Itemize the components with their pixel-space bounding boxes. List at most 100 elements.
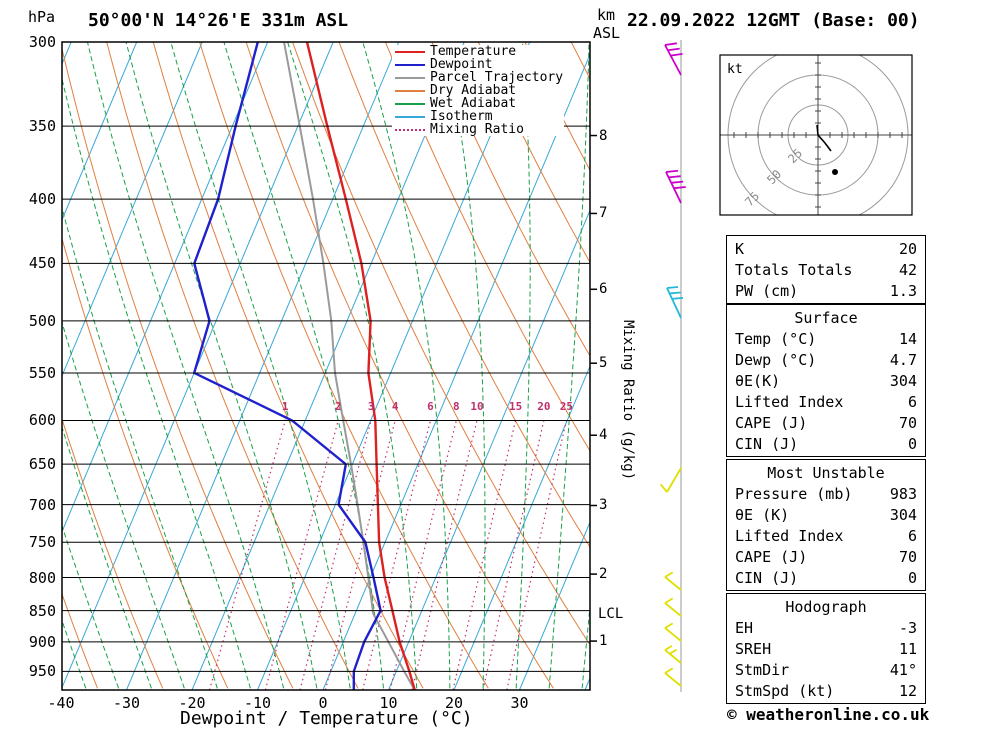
legend-item: Parcel Trajectory <box>392 71 564 84</box>
wet-adiabat-line <box>444 42 486 689</box>
metric-value: 70 <box>898 414 917 432</box>
temperature-tick-label: 0 <box>318 694 328 712</box>
mixing-ratio-value-label: 8 <box>453 400 460 413</box>
metric-label: Pressure (mb) <box>735 485 853 503</box>
table-row: CAPE (J) 70 <box>727 547 925 568</box>
metric-value: 4.7 <box>889 351 917 369</box>
legend-swatch <box>395 128 425 131</box>
metric-label: StmSpd (kt) <box>735 682 835 700</box>
dry-adiabat-line <box>62 592 98 689</box>
metric-value: 304 <box>889 506 917 524</box>
wet-adiabat-line <box>548 42 590 689</box>
table-row: Temp (°C) 14 <box>727 329 925 350</box>
hodograph-frame <box>719 54 913 216</box>
isotherm-line <box>126 42 400 690</box>
legend-label: Isotherm <box>430 109 493 124</box>
isotherm-line <box>257 42 531 690</box>
pressure-tick-label: 700 <box>28 495 56 514</box>
parcel-trajectory-line <box>283 42 416 690</box>
km-tick-label: 2 <box>599 566 608 583</box>
metric-value: 14 <box>898 330 917 348</box>
legend-item: Dewpoint <box>392 58 564 71</box>
wind-barb <box>665 171 682 204</box>
metric-value: 20 <box>898 240 917 258</box>
pressure-tick-label: 300 <box>28 33 56 51</box>
wet-adiabat-line <box>87 42 285 689</box>
mixing-ratio-value-label: 4 <box>391 400 399 413</box>
km-tick-label: 8 <box>599 127 608 144</box>
mixing-ratio-line <box>411 419 478 690</box>
wet-adiabat-line <box>515 42 531 689</box>
wind-barb <box>664 602 682 617</box>
wind-barb <box>666 287 682 319</box>
legend-swatch <box>395 89 425 92</box>
mixing-ratio-value-label: 15 <box>508 400 523 413</box>
temperature-profile-line <box>305 42 416 690</box>
storm-motion-dot <box>832 169 838 175</box>
metric-value: 41° <box>889 661 917 679</box>
wet-adiabat-line <box>170 42 351 689</box>
isotherm-line <box>519 520 590 690</box>
pressure-tick-label: 500 <box>28 311 56 330</box>
mixing-ratio-value-label: 2 <box>334 400 342 413</box>
wet-adiabat-line <box>62 425 152 689</box>
table-section-header: Hodograph <box>785 598 867 616</box>
isotherm-line <box>322 53 590 690</box>
wind-barb-feather <box>669 648 677 655</box>
pressure-tick-label: 550 <box>28 363 56 382</box>
km-tick-label: 3 <box>599 497 608 514</box>
asl-axis-unit-label: ASL <box>593 24 621 42</box>
legend: Temperature Dewpoint Parcel Trajectory Dry … <box>392 45 564 136</box>
wet-adiabat-line <box>287 42 418 689</box>
table-row: K 20 <box>727 239 925 260</box>
isotherm-line <box>453 364 590 690</box>
table-row: Pressure (mb) 983 <box>727 484 925 505</box>
wind-barb-feather <box>664 622 674 629</box>
legend-item: Wet Adiabat <box>392 97 564 110</box>
dry-adiabat-line <box>384 42 590 452</box>
pressure-tick-label: 850 <box>28 601 56 620</box>
wind-barb-feather <box>664 667 674 674</box>
hodograph-unit-label: kt <box>727 62 743 77</box>
x-axis-label: Dewpoint / Temperature (°C) <box>180 708 473 729</box>
dry-adiabat-line <box>62 417 164 689</box>
temperature-tick-label: 10 <box>379 694 398 712</box>
legend-swatch <box>395 115 425 118</box>
plot-frame <box>61 41 591 691</box>
metric-label: θE(K) <box>735 372 781 390</box>
datetime-title: 22.09.2022 12GMT (Base: 00) <box>627 10 920 31</box>
mixing-ratio-line <box>506 419 568 690</box>
metric-value: 304 <box>889 372 917 390</box>
km-tick-label: 6 <box>599 281 608 298</box>
pressure-tick-label: 600 <box>28 411 56 430</box>
mixing-ratio-line <box>362 419 432 690</box>
km-tick-label: 1 <box>599 633 608 650</box>
table-row: EH -3 <box>727 618 925 639</box>
dry-adiabat-line <box>106 42 359 689</box>
legend-swatch <box>395 50 425 53</box>
mixing-ratio-value-label: 10 <box>470 400 484 413</box>
mixing-ratio-value-label: 20 <box>537 400 551 413</box>
temperature-tick-label: -10 <box>243 694 272 712</box>
metric-label: Dewp (°C) <box>735 351 817 369</box>
km-tick-label: 7 <box>599 205 608 222</box>
metric-value: 6 <box>907 527 917 545</box>
table-section-header: Surface <box>794 309 858 327</box>
isotherm-line <box>62 42 138 222</box>
surface-table: Surface Temp (°C) 14 Dewp (°C) 4.7 θE(K) 304 Li… <box>726 304 926 457</box>
lcl-label: LCL <box>598 606 624 622</box>
legend-item: Dry Adiabat <box>392 84 564 97</box>
metric-label: CAPE (J) <box>735 548 808 566</box>
legend-label: Mixing Ratio <box>430 122 524 137</box>
hodograph-trace <box>816 124 832 152</box>
wind-barb-feather <box>668 175 681 179</box>
pressure-tick-label: 450 <box>28 254 56 273</box>
temperature-tick-label: 30 <box>510 694 529 712</box>
isotherm-line <box>62 42 269 533</box>
wind-barb-feather <box>664 42 678 46</box>
km-tick-label: 4 <box>599 427 608 444</box>
wind-barb-feather <box>669 291 681 295</box>
wind-barb-feather <box>666 286 679 289</box>
